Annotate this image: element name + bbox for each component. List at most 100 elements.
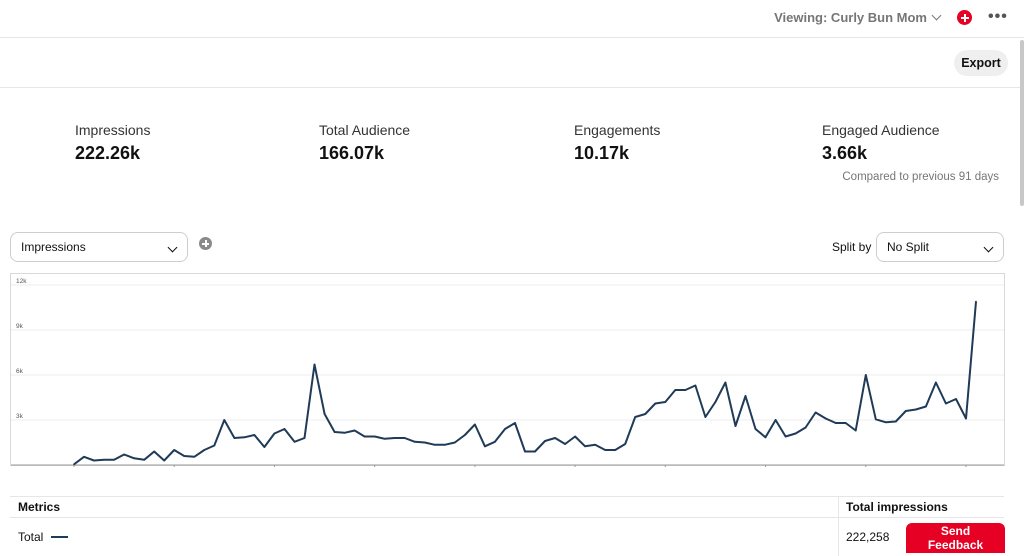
table-row: Total	[18, 530, 69, 544]
stat-label: Engagements	[574, 122, 661, 138]
data-point	[774, 419, 777, 421]
data-point	[263, 446, 266, 448]
stat-value: 3.66k	[822, 143, 868, 163]
data-point	[343, 431, 346, 434]
data-point	[434, 443, 436, 446]
data-point	[454, 441, 456, 444]
series-swatch	[51, 536, 69, 538]
data-point	[163, 459, 165, 462]
data-point	[293, 440, 296, 443]
stat-engaged-audience: Engaged Audience 3.66k	[822, 122, 940, 164]
impressions-chart: 3k6k9k12kJan 1Jan 11Jan 21Jan 31Feb 10Fe…	[10, 273, 1005, 479]
data-point	[213, 444, 216, 447]
stat-value: 222.26k	[75, 143, 141, 163]
data-point	[423, 441, 426, 444]
metric-select-value: Impressions	[21, 240, 86, 254]
data-point	[824, 417, 827, 420]
y-tick-label: 3k	[16, 413, 24, 420]
data-point	[123, 453, 125, 456]
data-point	[714, 401, 717, 403]
data-point	[273, 432, 276, 435]
row-value: 222,258	[846, 530, 890, 544]
chart-svg: 3k6k9k12kJan 1Jan 11Jan 21Jan 31Feb 10Fe…	[10, 273, 1005, 479]
data-point	[724, 381, 727, 384]
data-point	[153, 450, 155, 453]
y-tick-label: 6k	[16, 368, 24, 375]
data-point	[614, 449, 616, 451]
send-feedback-button[interactable]: Send Feedback	[906, 523, 1005, 553]
data-point	[413, 440, 416, 443]
data-point	[945, 402, 947, 405]
split-select-value: No Split	[887, 240, 930, 254]
stat-total-audience: Total Audience 166.07k	[319, 122, 410, 164]
data-point	[243, 436, 246, 439]
y-tick-label: 12k	[16, 278, 27, 285]
data-point	[524, 450, 526, 453]
data-point	[253, 434, 256, 436]
data-point	[494, 440, 496, 443]
stat-engagements: Engagements 10.17k	[574, 122, 660, 164]
data-point	[83, 455, 85, 458]
data-point	[634, 416, 637, 418]
data-point	[694, 384, 697, 387]
account-switcher[interactable]: Viewing: Curly Bun Mom	[774, 10, 942, 25]
data-point	[283, 428, 286, 430]
data-point	[534, 450, 536, 453]
metrics-column-header: Metrics	[18, 500, 61, 514]
stat-impressions: Impressions 222.26k	[75, 122, 150, 164]
stat-value: 10.17k	[574, 143, 630, 163]
stat-value: 166.07k	[319, 143, 385, 163]
data-point	[474, 423, 476, 426]
column-divider	[838, 496, 839, 556]
create-plus-icon[interactable]	[957, 10, 972, 25]
data-point	[584, 445, 586, 448]
data-point	[905, 410, 907, 412]
data-point	[574, 435, 576, 438]
data-point	[383, 437, 386, 440]
series-line-impressions	[73, 301, 977, 466]
data-point	[514, 422, 516, 424]
data-point	[113, 458, 115, 461]
data-point	[353, 429, 356, 432]
more-options-icon[interactable]: •••	[988, 8, 1008, 25]
split-select[interactable]: No Split	[876, 232, 1004, 262]
export-button[interactable]: Export	[954, 50, 1008, 76]
row-label: Total	[18, 530, 44, 544]
data-point	[303, 437, 306, 439]
data-point	[233, 437, 236, 439]
data-point	[935, 381, 937, 384]
split-by-label: Split by	[832, 240, 872, 254]
data-point	[333, 431, 336, 433]
toolbar: Export	[0, 38, 1024, 88]
data-point	[93, 459, 95, 462]
data-point	[704, 416, 707, 418]
data-point	[403, 437, 406, 439]
data-point	[484, 445, 486, 448]
scrollbar[interactable]	[1020, 40, 1024, 206]
compared-note: Compared to previous 91 days	[842, 171, 999, 183]
data-point	[804, 426, 807, 429]
top-bar: Viewing: Curly Bun Mom •••	[0, 0, 1024, 38]
data-point	[363, 435, 366, 438]
chevron-down-icon	[931, 10, 942, 21]
data-point	[734, 425, 737, 427]
data-point	[373, 435, 376, 438]
data-point	[764, 436, 767, 439]
add-metric-icon[interactable]	[199, 237, 212, 250]
data-point	[544, 440, 546, 442]
metric-select[interactable]: Impressions	[10, 232, 188, 262]
data-point	[564, 443, 566, 445]
data-point	[594, 443, 596, 446]
data-point	[844, 422, 847, 424]
data-point	[874, 418, 877, 421]
data-point	[814, 411, 817, 414]
stat-label: Engaged Audience	[822, 122, 940, 138]
data-point	[684, 389, 687, 391]
stat-label: Impressions	[75, 122, 151, 138]
data-point	[864, 374, 867, 376]
data-point	[955, 398, 957, 400]
data-point	[203, 449, 206, 451]
data-point	[143, 458, 145, 461]
data-point	[664, 401, 667, 403]
data-point	[674, 389, 677, 391]
